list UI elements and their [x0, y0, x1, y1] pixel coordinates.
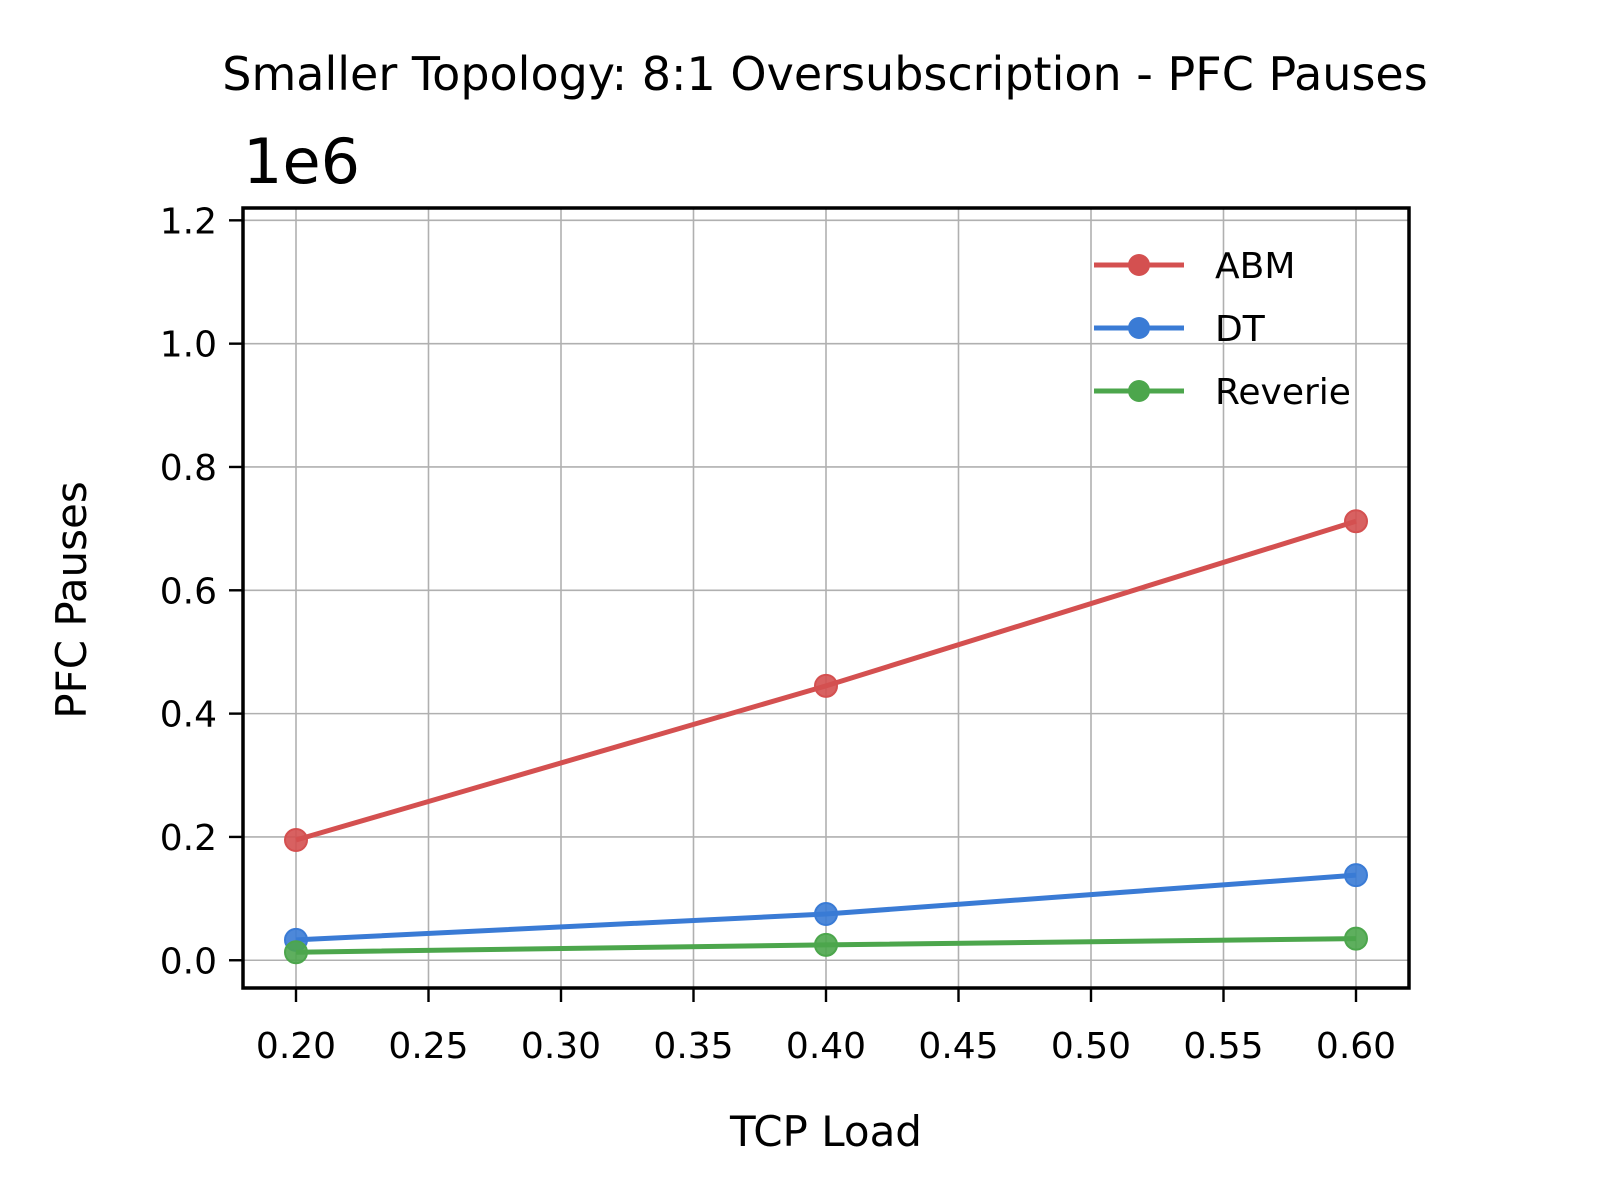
- data-point-reverie: [814, 932, 838, 957]
- data-point-dt: [814, 902, 838, 927]
- data-point-reverie: [284, 940, 308, 965]
- x-tick-label: 0.35: [653, 1026, 733, 1067]
- y-tick-label: 0.2: [160, 818, 217, 859]
- chart-title: Smaller Topology: 8:1 Oversubscription -…: [222, 47, 1427, 101]
- y-tick-label: 0.0: [160, 941, 217, 982]
- y-tick-label: 1.2: [160, 201, 217, 242]
- x-tick-label: 0.60: [1316, 1026, 1396, 1067]
- legend-marker-reverie: [1128, 380, 1150, 402]
- data-point-abm: [1344, 509, 1368, 534]
- legend-entry-dt: DT: [1094, 309, 1266, 350]
- series-abm: [284, 509, 1368, 853]
- legend-marker-abm: [1128, 254, 1150, 276]
- y-axis: 0.0 0.2 0.4 0.6 0.8 1.0 1.2: [160, 201, 243, 982]
- legend-label-abm: ABM: [1215, 246, 1295, 287]
- y-tick-label: 0.4: [160, 695, 217, 736]
- y-offset-label: 1e6: [243, 125, 360, 198]
- grid: [243, 208, 1409, 988]
- x-tick-label: 0.20: [256, 1026, 336, 1067]
- y-tick-label: 0.6: [160, 571, 217, 612]
- legend-marker-dt: [1128, 317, 1150, 339]
- x-tick-label: 0.50: [1051, 1026, 1131, 1067]
- x-tick-label: 0.45: [918, 1026, 998, 1067]
- x-axis: 0.20 0.25 0.30 0.35 0.40 0.45 0.50 0.55 0.60: [256, 988, 1396, 1067]
- x-tick-label: 0.25: [388, 1026, 468, 1067]
- data-point-reverie: [1344, 926, 1368, 951]
- legend-label-dt: DT: [1215, 309, 1266, 350]
- legend: ABM DT Reverie: [1094, 246, 1351, 413]
- series-reverie: [284, 926, 1368, 965]
- y-tick-label: 0.8: [160, 448, 217, 489]
- x-axis-label: TCP Load: [729, 1107, 922, 1156]
- x-tick-label: 0.55: [1183, 1026, 1263, 1067]
- legend-label-reverie: Reverie: [1215, 372, 1351, 413]
- x-tick-label: 0.40: [786, 1026, 866, 1067]
- legend-entry-reverie: Reverie: [1094, 372, 1351, 413]
- series-layer: [284, 509, 1368, 965]
- data-point-abm: [284, 828, 308, 853]
- y-axis-label: PFC Pauses: [47, 481, 96, 719]
- y-tick-label: 1.0: [160, 325, 217, 366]
- data-point-dt: [1344, 863, 1368, 888]
- legend-entry-abm: ABM: [1094, 246, 1295, 287]
- x-tick-label: 0.30: [521, 1026, 601, 1067]
- data-point-abm: [814, 673, 838, 698]
